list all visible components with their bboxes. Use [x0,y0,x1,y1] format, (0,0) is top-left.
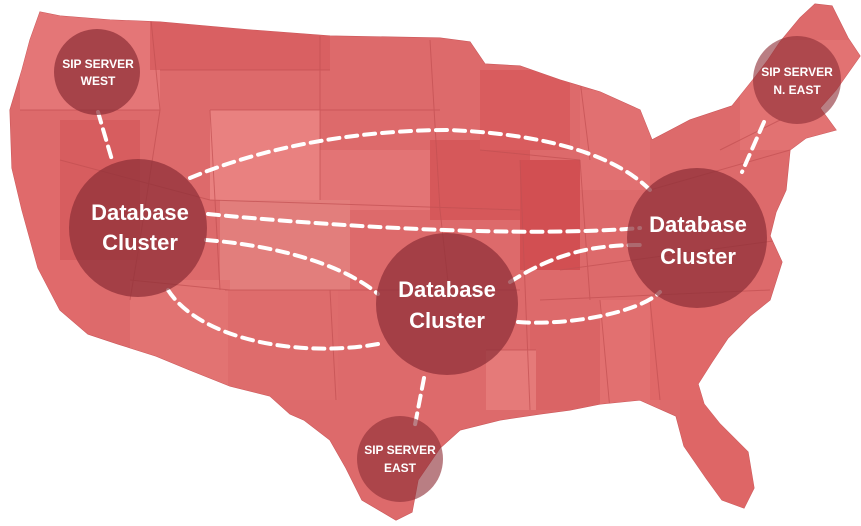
sip-east-label-line1: SIP SERVER [364,443,436,457]
sip-northeast-label-line2: N. EAST [773,83,821,97]
sip-west-label-line1: SIP SERVER [62,57,134,71]
connector-west-central [204,238,380,296]
connector-sip-northeast [740,120,766,174]
sip-west-label-line2: WEST [81,74,116,88]
database-cluster-central: Database Cluster [376,233,518,375]
sip-east-label-line2: EAST [384,461,417,475]
cluster-central-label-line1: Database [398,277,496,302]
connector-sip-west [96,110,114,162]
connector-central-east-lower [516,290,662,325]
database-cluster-east: Database Cluster [627,168,767,308]
cluster-east-label-line1: Database [649,212,747,237]
cluster-west-label-line2: Cluster [102,230,178,255]
sip-server-northeast: SIP SERVER N. EAST [753,36,841,124]
database-cluster-west: Database Cluster [69,159,207,297]
cluster-west-label-line1: Database [91,200,189,225]
connector-west-east-middle [206,212,642,234]
cluster-east-label-line2: Cluster [660,244,736,269]
sip-northeast-label-line1: SIP SERVER [761,65,833,79]
cluster-connections [96,110,766,432]
sip-server-east: SIP SERVER EAST [357,416,443,502]
connector-west-central-lower [166,288,380,351]
connector-central-east-upper [508,243,642,284]
sip-server-west: SIP SERVER WEST [54,29,140,115]
cluster-central-label-line2: Cluster [409,308,485,333]
